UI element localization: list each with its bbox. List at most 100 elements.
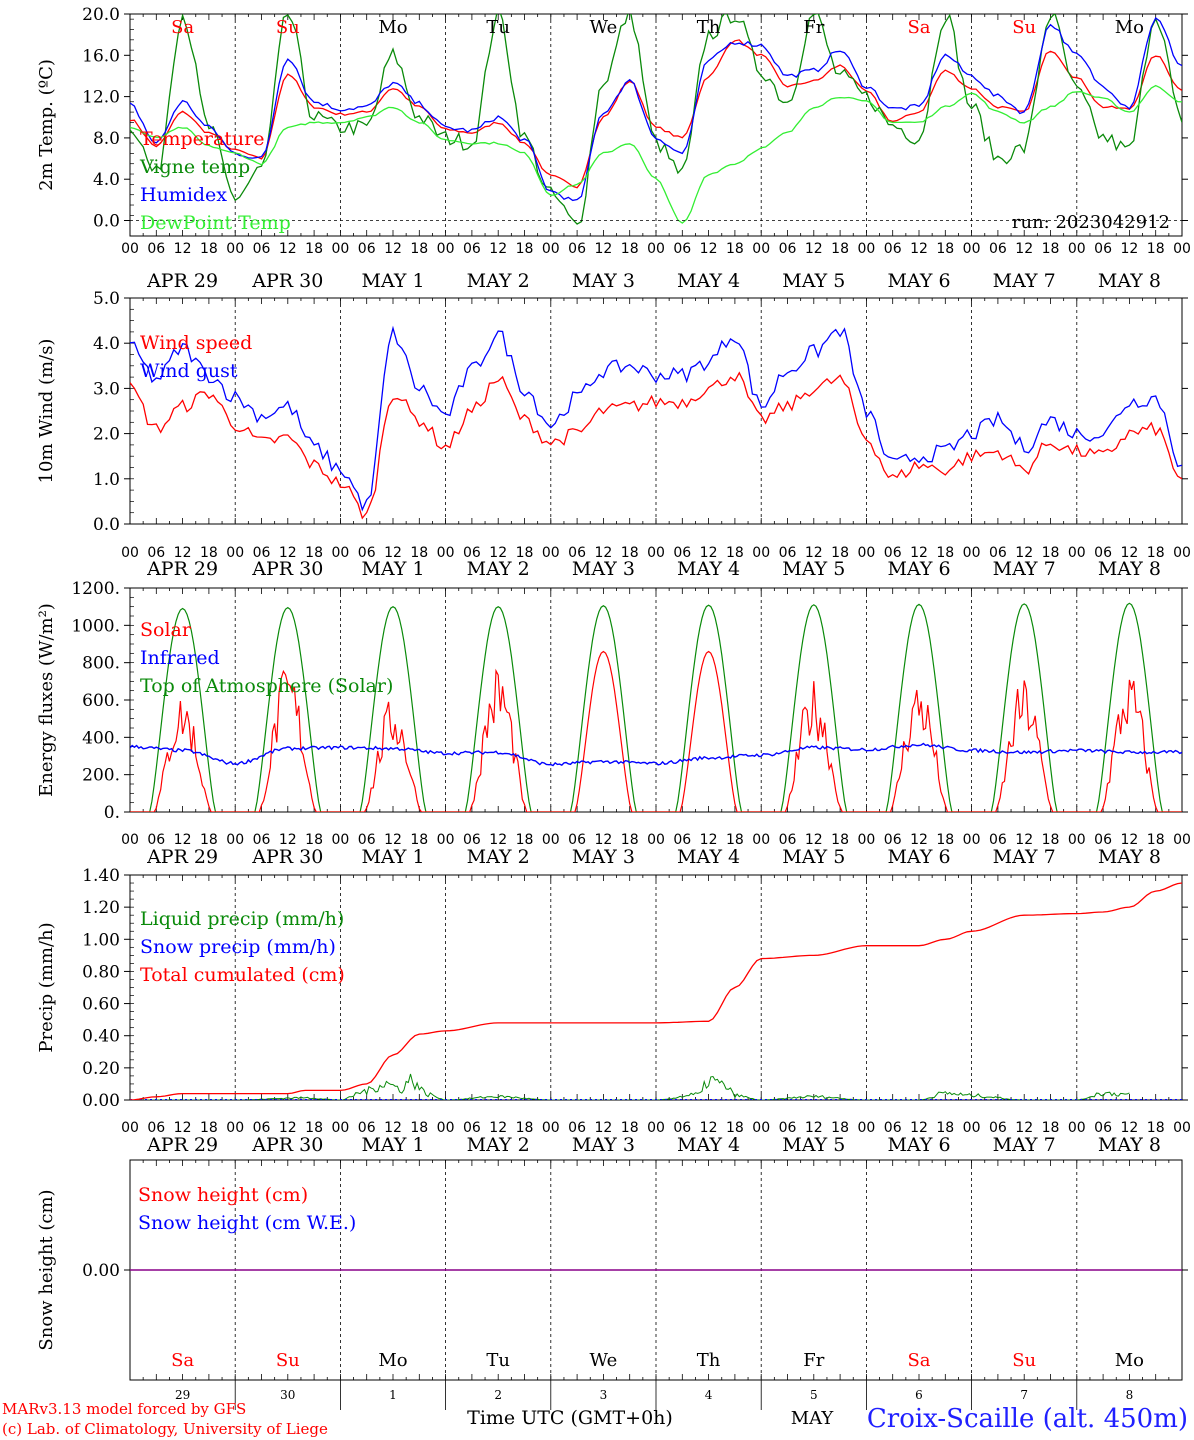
- hour-tick-label: 12: [174, 241, 192, 257]
- hour-tick-label: 06: [568, 241, 586, 257]
- hour-tick-label: 00: [963, 832, 981, 848]
- station-label: Croix-Scaille (alt. 450m): [867, 1404, 1188, 1434]
- hour-tick-label: 00: [542, 832, 560, 848]
- y-tick-label: 0.0: [93, 212, 120, 232]
- date-label: APR 30: [251, 1134, 323, 1156]
- hour-tick-label: 12: [910, 241, 928, 257]
- hour-tick-label: 06: [358, 545, 376, 561]
- date-label: MAY 2: [467, 846, 530, 868]
- hour-tick-label: 18: [1042, 832, 1060, 848]
- legend-wind-gust: Wind gust: [140, 360, 238, 382]
- panel-temperature: [124, 13, 1188, 237]
- y-axis-label: Energy fluxes (W/m²): [36, 603, 57, 797]
- hour-tick-label: 18: [621, 1120, 639, 1136]
- hour-tick-label: 12: [594, 832, 612, 848]
- date-label: MAY 3: [572, 558, 635, 580]
- date-label: MAY 6: [887, 1134, 950, 1156]
- hour-tick-label: 00: [226, 241, 244, 257]
- hour-tick-label: 00: [331, 1120, 349, 1136]
- hour-tick-label: 06: [253, 832, 271, 848]
- hour-tick-label: 18: [726, 545, 744, 561]
- series-line-cumulated: [130, 882, 1182, 1100]
- y-tick-label: 1.0: [93, 470, 120, 490]
- date-label: APR 30: [251, 558, 323, 580]
- hour-tick-label: 06: [253, 545, 271, 561]
- series-line-1: [130, 325, 1182, 512]
- hour-tick-label: 06: [1094, 1120, 1112, 1136]
- hour-tick-label: 06: [147, 1120, 165, 1136]
- hour-tick-label: 00: [1068, 1120, 1086, 1136]
- weekday-label-bottom: Su: [1012, 1350, 1036, 1371]
- hour-tick-label: 12: [279, 545, 297, 561]
- y-tick-label: 5.0: [93, 289, 120, 309]
- date-label: MAY 6: [887, 846, 950, 868]
- date-label: MAY 2: [467, 1134, 530, 1156]
- y-tick-label: 1.20: [82, 898, 120, 918]
- date-label: MAY 5: [782, 558, 845, 580]
- y-tick-label: 0.40: [82, 1027, 120, 1047]
- plot-area: [130, 882, 1182, 1100]
- hour-tick-label: 06: [147, 545, 165, 561]
- hour-tick-label: 18: [516, 1120, 534, 1136]
- hour-tick-label: 06: [147, 241, 165, 257]
- hour-tick-label: 18: [831, 832, 849, 848]
- date-label: MAY 8: [1098, 558, 1161, 580]
- date-label: MAY 4: [677, 558, 740, 580]
- hour-tick-label: 00: [752, 545, 770, 561]
- hour-tick-label: 00: [226, 832, 244, 848]
- y-tick-label: 16.0: [82, 46, 120, 66]
- hour-tick-label: 00: [437, 1120, 455, 1136]
- hour-tick-label: 18: [1147, 1120, 1165, 1136]
- hour-tick-label: 18: [410, 241, 428, 257]
- series-line-2: [130, 17, 1182, 202]
- legend-snow-height-cm-: Snow height (cm): [138, 1184, 308, 1206]
- date-label: APR 30: [251, 846, 323, 868]
- legend-liquid-precip-mm-h-: Liquid precip (mm/h): [140, 908, 344, 930]
- hour-tick-label: 06: [1094, 241, 1112, 257]
- hour-tick-label: 06: [358, 832, 376, 848]
- hour-tick-label: 12: [384, 545, 402, 561]
- y-tick-label: 0.60: [82, 995, 120, 1015]
- plot-area: [130, 14, 1182, 225]
- hour-tick-label: 06: [463, 832, 481, 848]
- y-tick-label: 20.0: [82, 5, 120, 25]
- hour-tick-label: 00: [226, 1120, 244, 1136]
- hour-tick-label: 18: [410, 545, 428, 561]
- hour-tick-label: 00: [1173, 1120, 1191, 1136]
- hour-tick-label: 00: [857, 832, 875, 848]
- legend-snow-precip-mm-h-: Snow precip (mm/h): [140, 936, 336, 958]
- hour-tick-label: 18: [726, 832, 744, 848]
- series-line-0: [130, 371, 1182, 520]
- hour-tick-label: 00: [857, 241, 875, 257]
- weekday-label-bottom: We: [590, 1350, 618, 1371]
- series-line-solar: [130, 650, 1182, 812]
- hour-tick-label: 12: [1015, 241, 1033, 257]
- hour-tick-label: 06: [463, 241, 481, 257]
- hour-tick-label: 12: [700, 545, 718, 561]
- hour-tick-label: 12: [489, 1120, 507, 1136]
- weekday-label-bottom: Su: [276, 1350, 300, 1371]
- panel-precip: [124, 874, 1188, 1101]
- weekday-label: Mo: [1115, 17, 1144, 38]
- hour-tick-label: 18: [305, 241, 323, 257]
- hour-tick-label: 18: [831, 241, 849, 257]
- y-tick-label: 1.00: [82, 930, 120, 950]
- date-label: MAY 5: [782, 270, 845, 292]
- hour-tick-label: 06: [358, 241, 376, 257]
- date-label: MAY 5: [782, 1134, 845, 1156]
- hour-tick-label: 18: [516, 241, 534, 257]
- y-tick-label: 1.40: [82, 866, 120, 886]
- weekday-label-bottom: Tu: [486, 1350, 510, 1371]
- hour-tick-label: 12: [1120, 241, 1138, 257]
- y-tick-label: 12.0: [82, 88, 120, 108]
- day-number-label: 2: [494, 1388, 502, 1402]
- hour-tick-label: 18: [200, 545, 218, 561]
- hour-tick-label: 12: [489, 832, 507, 848]
- date-label: MAY 7: [993, 558, 1056, 580]
- hour-tick-label: 12: [1120, 1120, 1138, 1136]
- date-label: APR 29: [146, 558, 218, 580]
- day-number-label: 4: [705, 1388, 713, 1402]
- hour-tick-label: 00: [331, 241, 349, 257]
- hour-tick-label: 18: [516, 545, 534, 561]
- hour-tick-label: 18: [621, 241, 639, 257]
